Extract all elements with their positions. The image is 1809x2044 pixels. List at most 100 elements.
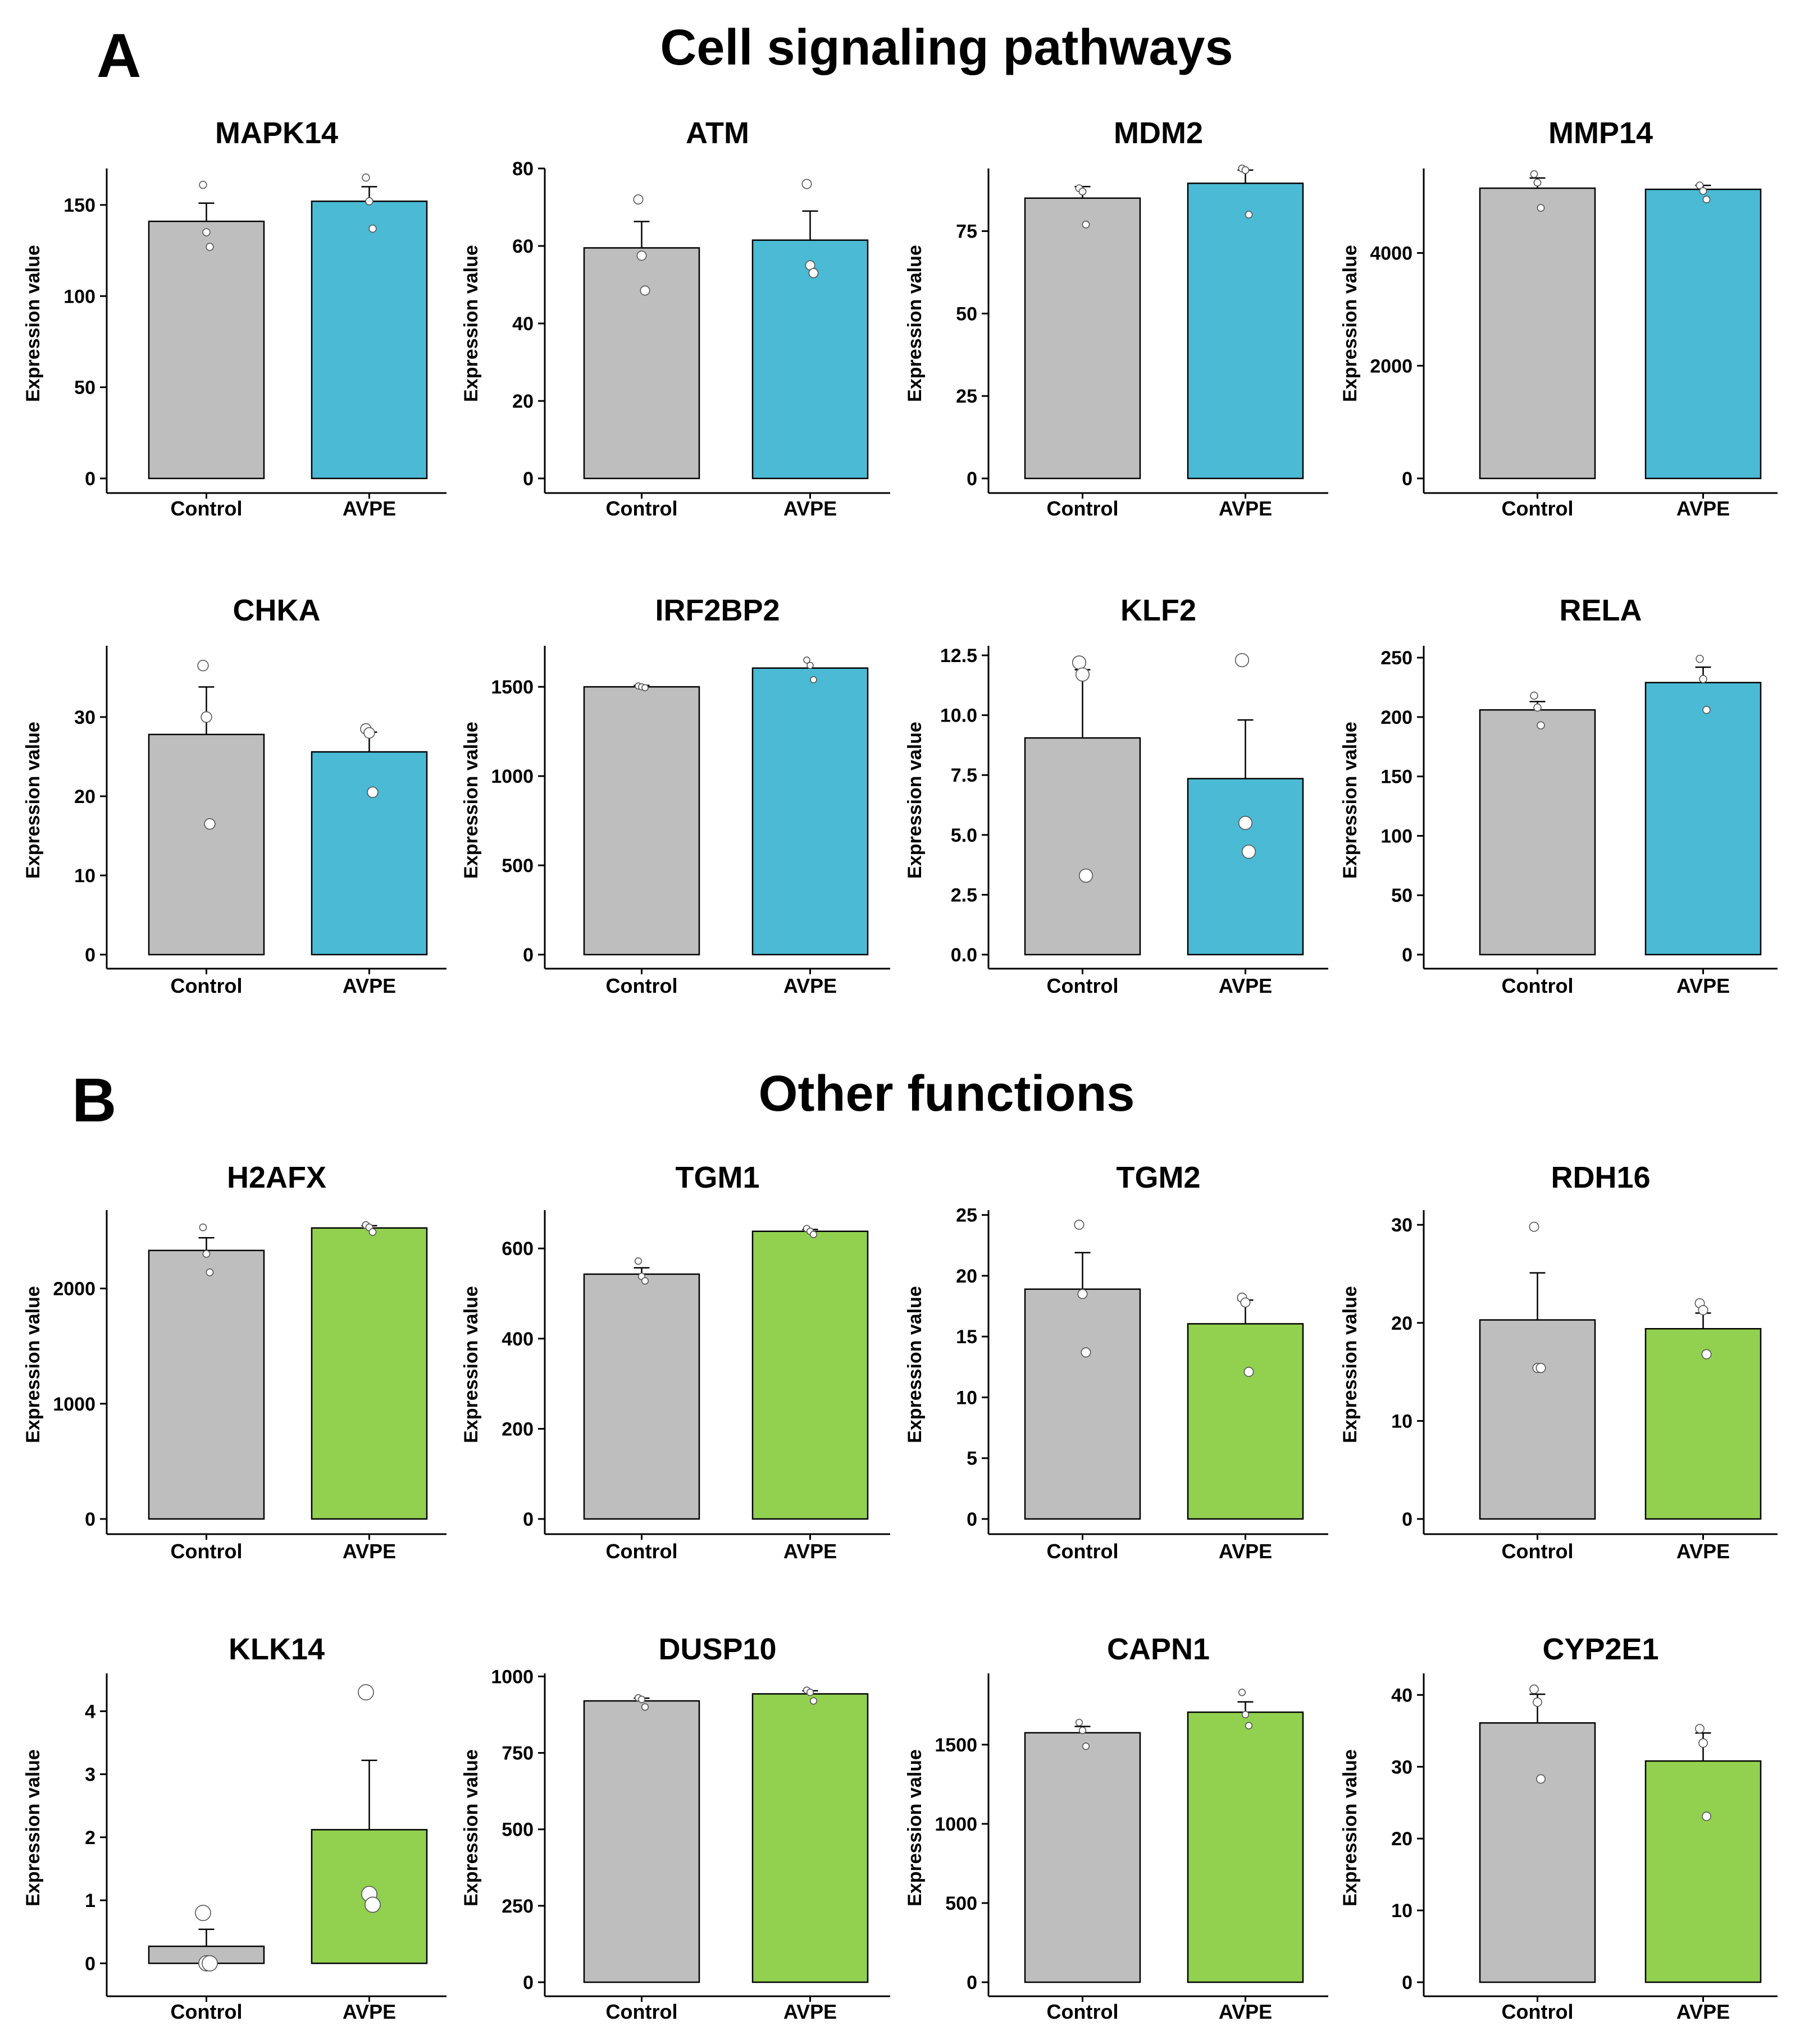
chart-mmp14: MMP14 0 2000 4000 Expression value Control AVP… [1339, 116, 1778, 520]
chart-title: ATM [686, 116, 749, 150]
y-tick-label: 20 [1391, 1313, 1412, 1334]
bar-avpe [1644, 1760, 1762, 1983]
chart-title: CAPN1 [1107, 1632, 1210, 1666]
x-category-label: AVPE [783, 1540, 837, 1563]
data-point [1241, 845, 1256, 859]
y-tick-label: 0 [1402, 945, 1412, 966]
y-tick-label: 2000 [1370, 355, 1412, 377]
y-axis-label: Expression value [904, 245, 926, 402]
y-tick-label: 25 [956, 1205, 977, 1226]
y-tick-label: 60 [512, 236, 534, 257]
data-point [640, 285, 650, 296]
x-category-label: AVPE [783, 2000, 837, 2023]
bar-control [1024, 197, 1141, 480]
data-point [1245, 211, 1253, 219]
bar-control [1479, 709, 1596, 956]
x-category-label: Control [1047, 2000, 1119, 2023]
y-axis-label: Expression value [1339, 722, 1361, 879]
y-tick-label: 1000 [491, 766, 534, 787]
y-tick-label: 500 [502, 855, 534, 877]
chart-title: MAPK14 [215, 116, 338, 150]
data-point [365, 197, 373, 206]
x-category-label: AVPE [783, 974, 837, 997]
chart-title: MDM2 [1114, 116, 1203, 150]
chart-chka: CHKA 0 10 20 30 Expression value Control AVPE [22, 594, 446, 997]
data-point [1075, 1718, 1083, 1727]
x-category-label: Control [171, 497, 243, 520]
y-tick-label: 1 [85, 1890, 95, 1911]
data-point [1238, 1689, 1246, 1696]
chart-dusp10: DUSP10 0 250 500 750 1000 Expression value Cont… [461, 1632, 890, 2023]
y-axis-label: Expression value [461, 1286, 482, 1443]
x-category-label: AVPE [1676, 1540, 1730, 1563]
data-point [806, 1689, 814, 1696]
y-tick-label: 1500 [491, 677, 534, 698]
x-category-label: AVPE [783, 497, 837, 520]
y-tick-label: 2.5 [951, 884, 977, 906]
x-category-label: AVPE [343, 974, 396, 997]
y-tick-label: 1000 [53, 1394, 95, 1415]
y-axis-label: Expression value [22, 722, 44, 879]
y-tick-label: 10.0 [940, 705, 977, 727]
chart-title: RDH16 [1551, 1161, 1650, 1194]
data-point [202, 1250, 211, 1258]
y-tick-label: 750 [502, 1743, 534, 1764]
y-tick-label: 7.5 [951, 765, 977, 786]
panel-letter-b: B [72, 1066, 117, 1135]
y-tick-label: 5.0 [951, 825, 977, 846]
bar-avpe [1644, 682, 1762, 956]
data-point [1081, 1347, 1091, 1358]
data-point [199, 1223, 207, 1231]
data-point [1074, 1219, 1085, 1230]
x-category-label: AVPE [1219, 974, 1272, 997]
data-point [1699, 675, 1707, 683]
data-point [363, 727, 375, 739]
y-axis-label: Expression value [22, 1749, 44, 1906]
y-tick-label: 0 [523, 468, 534, 490]
y-tick-label: 0.0 [951, 945, 977, 966]
y-tick-label: 0 [523, 1509, 534, 1530]
y-tick-label: 1000 [935, 1814, 977, 1835]
data-point [1078, 188, 1087, 196]
y-tick-label: 0 [1402, 468, 1412, 490]
y-tick-label: 30 [1391, 1215, 1412, 1236]
data-point [201, 711, 212, 723]
section-title-b: Other functions [758, 1066, 1135, 1122]
data-point [801, 179, 812, 189]
data-point [202, 1955, 218, 1972]
y-tick-label: 20 [512, 391, 534, 412]
data-point [809, 1697, 818, 1705]
data-point [1077, 1289, 1088, 1299]
bar-avpe [751, 667, 869, 956]
y-tick-label: 0 [523, 945, 534, 966]
x-category-label: AVPE [1676, 974, 1730, 997]
data-point [1537, 721, 1545, 729]
y-tick-label: 30 [1391, 1756, 1412, 1778]
y-tick-label: 5 [967, 1448, 977, 1470]
y-tick-label: 150 [63, 195, 95, 216]
data-point [1702, 1812, 1711, 1821]
bar-control [1479, 187, 1596, 480]
y-tick-label: 80 [512, 158, 534, 180]
y-axis-label: Expression value [1339, 1286, 1361, 1443]
bar-control [583, 686, 700, 956]
x-category-label: AVPE [343, 497, 396, 520]
data-point [1238, 815, 1253, 831]
data-point [1537, 204, 1545, 212]
chart-klf2: KLF2 0.0 2.5 5.0 7.5 10.0 12.5 Expression value… [904, 594, 1328, 997]
section-title-a: Cell signaling pathways [660, 20, 1233, 76]
y-axis-label: Expression value [904, 1286, 926, 1443]
data-point [1078, 1726, 1087, 1735]
data-point [1530, 691, 1538, 700]
bar-avpe [1187, 1711, 1304, 1983]
y-tick-label: 500 [502, 1819, 534, 1841]
data-point [634, 1257, 643, 1265]
bar-avpe [751, 239, 869, 480]
y-tick-label: 2000 [53, 1279, 95, 1300]
panel-letter-a: A [97, 21, 142, 90]
x-category-label: Control [171, 974, 243, 997]
y-tick-label: 50 [1391, 885, 1412, 906]
chart-tgm2: TGM2 0 5 10 15 20 25 Expression value Control AVP… [904, 1161, 1328, 1563]
bar-control [148, 1249, 265, 1520]
